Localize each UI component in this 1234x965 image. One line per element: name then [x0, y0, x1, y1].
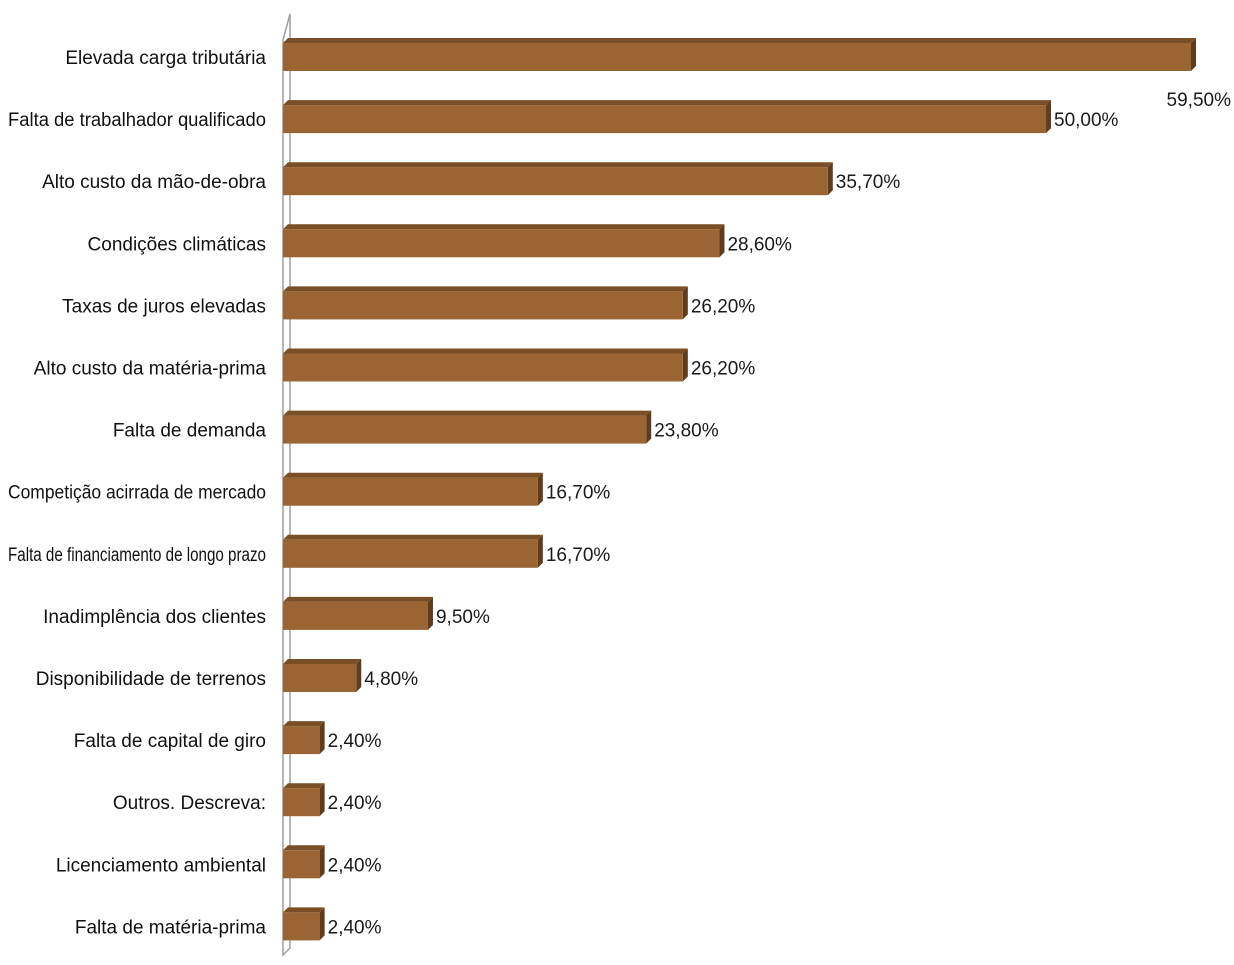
bar-front-face	[283, 726, 320, 755]
bar-side-face	[319, 845, 325, 879]
category-label: Condições climáticas	[88, 234, 266, 255]
bar-top-face	[283, 410, 652, 416]
bar-side-face	[319, 783, 325, 817]
category-label: Elevada carga tributária	[65, 48, 266, 69]
category-label: Licenciamento ambiental	[56, 855, 266, 876]
bar-side-face	[537, 534, 543, 568]
bar-top-face	[283, 38, 1196, 43]
bar-top-face	[283, 348, 688, 354]
bar	[283, 783, 325, 817]
bar-top-face	[283, 845, 325, 851]
data-label: 28,60%	[727, 234, 792, 255]
data-label: 2,40%	[328, 731, 382, 752]
bar-front-face	[283, 788, 320, 817]
bar	[283, 907, 325, 941]
data-label: 23,80%	[654, 421, 719, 442]
category-label: Falta de demanda	[113, 421, 267, 442]
data-label: 16,70%	[546, 545, 611, 566]
bar-top-face	[283, 286, 688, 292]
bar-top-face	[283, 224, 725, 230]
bar	[283, 224, 725, 258]
bar	[283, 348, 688, 382]
bar-top-face	[283, 100, 1052, 106]
category-axis-top	[282, 13, 291, 41]
bar	[283, 286, 688, 320]
bar-side-face	[1046, 100, 1052, 134]
bar	[283, 596, 433, 630]
bar-top-face	[283, 783, 325, 789]
bar-top-face	[283, 534, 543, 540]
bar-front-face	[283, 105, 1047, 134]
data-label: 16,70%	[546, 483, 611, 504]
bar	[283, 472, 543, 506]
bar-front-face	[283, 43, 1191, 71]
bar	[283, 162, 833, 196]
labels-layer: Elevada carga tributária 59,50% Falta de t…	[8, 48, 1231, 938]
data-label: 50,00%	[1054, 110, 1119, 131]
bar-front-face	[283, 291, 683, 320]
bar-side-face	[682, 348, 688, 382]
bar-front-face	[283, 912, 320, 941]
bar-top-face	[283, 659, 362, 664]
category-label: Falta de financiamento de longo prazo	[8, 545, 266, 566]
data-label: 9,50%	[436, 607, 490, 628]
bar	[283, 534, 543, 568]
data-label: 2,40%	[328, 855, 382, 876]
bar-top-face	[283, 907, 325, 913]
bar	[283, 659, 362, 692]
bar-front-face	[283, 167, 828, 196]
bar-front-face	[283, 850, 320, 879]
category-label: Falta de trabalhador qualificado	[8, 110, 266, 131]
bar-side-face	[356, 659, 362, 692]
data-label: 59,50%	[1167, 90, 1232, 111]
bar-front-face	[283, 601, 428, 630]
data-label: 26,20%	[691, 359, 756, 380]
bar	[283, 721, 325, 755]
category-label: Competição acirrada de mercado	[8, 483, 266, 504]
bar-side-face	[682, 286, 688, 320]
data-label: 26,20%	[691, 296, 756, 317]
bar-top-face	[283, 596, 433, 602]
category-label: Outros. Descreva:	[113, 793, 266, 814]
bar-front-face	[283, 477, 538, 506]
bar-side-face	[319, 907, 325, 941]
bar-front-face	[283, 229, 720, 258]
bar-side-face	[1191, 38, 1196, 71]
bar-side-face	[427, 596, 433, 630]
bar-front-face	[283, 664, 357, 692]
category-label: Taxas de juros elevadas	[62, 296, 266, 317]
category-label: Alto custo da matéria-prima	[34, 359, 267, 380]
bar-side-face	[827, 162, 833, 196]
bars-layer	[283, 38, 1196, 941]
bar-side-face	[319, 721, 325, 755]
bar-side-face	[646, 410, 652, 444]
bar-top-face	[283, 472, 543, 478]
category-label: Disponibilidade de terrenos	[36, 669, 266, 690]
data-label: 2,40%	[328, 793, 382, 814]
data-label: 2,40%	[328, 917, 382, 938]
category-label: Inadimplência dos clientes	[43, 607, 266, 628]
bar-top-face	[283, 721, 325, 727]
bar	[283, 410, 652, 444]
bar-side-face	[537, 472, 543, 506]
bar-top-face	[283, 162, 833, 168]
bar-front-face	[283, 415, 647, 444]
bar-front-face	[283, 353, 683, 382]
bar-front-face	[283, 539, 538, 568]
category-label: Falta de matéria-prima	[75, 917, 267, 938]
bar	[283, 100, 1052, 134]
bar	[283, 845, 325, 879]
bar	[283, 38, 1196, 71]
data-label: 35,70%	[836, 172, 901, 193]
category-label: Falta de capital de giro	[74, 731, 266, 752]
data-label: 4,80%	[364, 669, 418, 690]
bar-side-face	[719, 224, 725, 258]
category-label: Alto custo da mão-de-obra	[42, 172, 266, 193]
